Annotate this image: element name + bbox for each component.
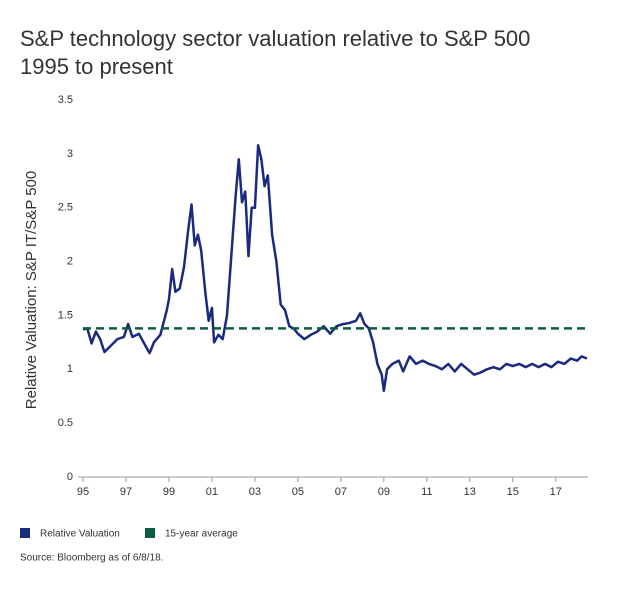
y-tick-label: 2 — [67, 255, 73, 267]
x-tick-label: 07 — [335, 486, 347, 498]
y-tick-label: 2.5 — [58, 202, 73, 214]
y-axis-label: Relative Valuation: S&P IT/S&P 500 — [23, 171, 40, 409]
x-tick-label: 03 — [249, 486, 261, 498]
x-tick-label: 11 — [421, 486, 432, 498]
y-tick-label: 3 — [67, 148, 73, 160]
x-tick-label: 17 — [550, 486, 562, 498]
chart-subtitle: 1995 to present — [20, 54, 173, 79]
x-tick-label: 13 — [464, 486, 476, 498]
x-tick-label: 09 — [378, 486, 390, 498]
x-tick-label: 95 — [77, 486, 89, 498]
y-tick-label: 0.5 — [58, 417, 73, 429]
y-tick-label: 1.5 — [58, 309, 73, 321]
x-tick-label: 99 — [163, 486, 175, 498]
y-tick-label: 0 — [67, 471, 73, 483]
x-tick-label: 97 — [120, 486, 132, 498]
y-tick-label: 3.5 — [58, 94, 73, 106]
legend-swatch — [20, 528, 30, 538]
legend-label: Relative Valuation — [40, 529, 120, 540]
y-tick-label: 1 — [67, 363, 73, 375]
chart-title: S&P technology sector valuation relative… — [20, 26, 530, 51]
x-tick-label: 05 — [292, 486, 304, 498]
x-tick-label: 15 — [507, 486, 519, 498]
data-line — [82, 143, 588, 393]
legend-swatch — [145, 528, 155, 538]
legend-label: 15-year average — [165, 529, 238, 540]
x-tick-label: 01 — [206, 486, 218, 498]
source-note: Source: Bloomberg as of 6/8/18. — [20, 553, 163, 564]
